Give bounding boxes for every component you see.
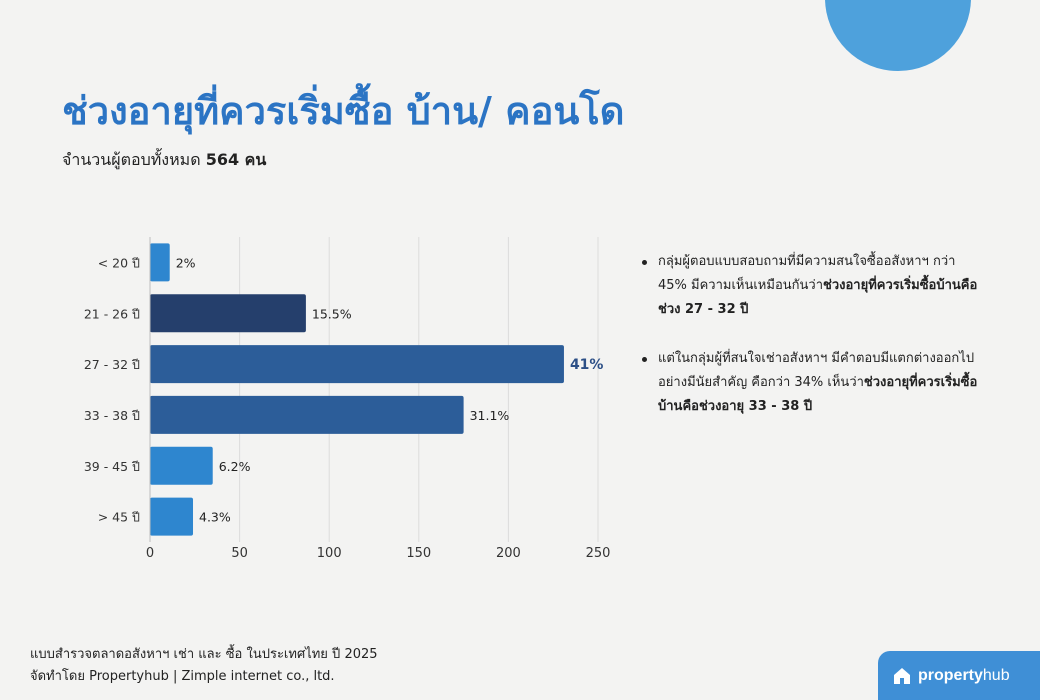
- data-label: 6.2%: [219, 459, 251, 474]
- insight-highlight: ช่วงอายุที่ควรเริ่มซื้อบ้านคือช่วงอายุ 3…: [658, 375, 978, 414]
- category-label: 33 - 38 ปี: [84, 408, 140, 423]
- category-label: 21 - 26 ปี: [84, 306, 140, 321]
- brand-name: propertyhub: [918, 667, 1010, 685]
- category-label: 27 - 32 ปี: [84, 357, 140, 372]
- insights-list: กลุ่มผู้ตอบแบบสอบถามที่มีความสนใจซื้ออสั…: [640, 250, 985, 444]
- bar: [150, 294, 306, 333]
- insight-text: แต่ในกลุ่มผู้ที่สนใจเช่าอสังหาฯ มีคำตอบม…: [658, 351, 975, 390]
- page-subtitle: จำนวนผู้ตอบทั้งหมด 564 คน: [62, 148, 266, 173]
- bullet-dot: [642, 260, 647, 265]
- data-label: 41%: [570, 357, 604, 373]
- data-label: 31.1%: [470, 408, 510, 423]
- x-tick-label: 100: [317, 546, 342, 561]
- x-tick-label: 0: [146, 546, 154, 561]
- insight-highlight: ช่วงอายุที่ควรเริ่มซื้อบ้านคือช่วง 27 - …: [658, 278, 978, 317]
- bar: [150, 243, 170, 282]
- brand-badge[interactable]: propertyhub: [878, 651, 1040, 700]
- bar: [150, 497, 194, 536]
- category-label: 39 - 45 ปี: [84, 459, 140, 474]
- category-label: > 45 ปี: [98, 510, 140, 525]
- data-label: 2%: [176, 255, 196, 270]
- brand-name-bold: property: [918, 666, 983, 684]
- brand-name-light: hub: [982, 666, 1010, 684]
- insight-item: กลุ่มผู้ตอบแบบสอบถามที่มีความสนใจซื้ออสั…: [640, 250, 985, 322]
- decorative-circle: [825, 0, 971, 71]
- bar: [150, 395, 464, 434]
- insight-item: แต่ในกลุ่มผู้ที่สนใจเช่าอสังหาฯ มีคำตอบม…: [640, 347, 985, 419]
- bar: [150, 345, 564, 384]
- x-tick-label: 150: [406, 546, 431, 561]
- bar: [150, 446, 213, 485]
- data-label: 15.5%: [312, 306, 352, 321]
- bullet-dot: [642, 357, 647, 362]
- category-label: < 20 ปี: [98, 255, 140, 270]
- footer-source: แบบสำรวจตลาดอสังหาฯ เช่า และ ซื้อ ในประเ…: [30, 647, 378, 662]
- x-tick-label: 50: [231, 546, 248, 561]
- x-tick-label: 200: [496, 546, 521, 561]
- respondents-label: จำนวนผู้ตอบทั้งหมด: [62, 150, 201, 169]
- age-bar-chart: 0 50 100 150 200 250 < 20 ปี 2% 21 - 26 ปี 15.5% 2…: [84, 237, 611, 561]
- page-title: ช่วงอายุที่ควรเริ่มซื้อ บ้าน/ คอนโด: [62, 89, 625, 133]
- footer: แบบสำรวจตลาดอสังหาฯ เช่า และ ซื้อ ในประเ…: [30, 644, 378, 688]
- data-label: 4.3%: [199, 510, 231, 525]
- insight-text: กลุ่มผู้ตอบแบบสอบถามที่มีความสนใจซื้ออสั…: [658, 254, 956, 293]
- footer-credit: จัดทำโดย Propertyhub | Zimple internet c…: [30, 669, 335, 684]
- house-logo-icon: [894, 667, 910, 684]
- x-tick-label: 250: [586, 546, 611, 561]
- respondents-count: 564 คน: [205, 150, 267, 169]
